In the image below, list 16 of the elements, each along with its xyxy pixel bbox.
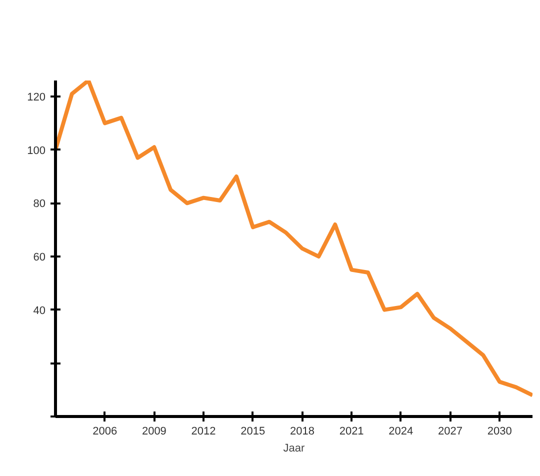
y-tick-label: 100 [27,144,46,157]
x-tick-label: 2027 [438,426,463,438]
y-tick-label: 120 [27,92,46,104]
x-tick-label: 2021 [339,426,364,438]
x-tick-label: 2009 [142,426,166,438]
x-tick-label: 2024 [388,426,414,438]
x-axis-title: Jaar [283,442,306,454]
x-tick-label: 2018 [290,426,314,438]
line-series [56,80,532,398]
y-tick-label: 40 [33,304,46,317]
x-tick-label: 2006 [92,426,118,438]
x-tick-label: 2030 [487,426,512,438]
y-tick-label: 80 [33,198,46,210]
x-tick-label: 2012 [191,426,216,438]
x-tick-label: 2015 [240,426,266,438]
y-tick-label: 60 [33,252,46,264]
